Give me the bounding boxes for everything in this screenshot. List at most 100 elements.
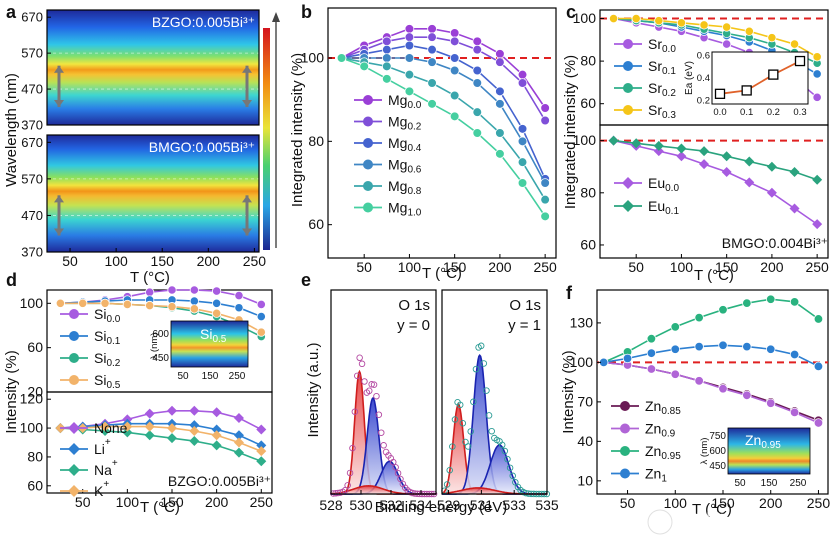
f-legend-2-name: Zn	[645, 443, 661, 459]
heatmap-frame	[46, 9, 260, 126]
d-si-3-point	[189, 304, 199, 314]
b-series-4-point	[404, 69, 415, 80]
b-series-4-point	[449, 90, 460, 101]
c-x-ticklabel: 100	[670, 259, 694, 275]
d-legend-si-3-name: Si	[94, 372, 106, 388]
d-si-1-point	[189, 296, 199, 306]
f-x-ticklabel: 250	[807, 495, 831, 511]
e-ticklabel: 528	[319, 497, 343, 513]
c-eu-0-point	[812, 219, 823, 230]
band-arrow-head	[54, 228, 64, 236]
a-x-ticklabel: 200	[197, 253, 221, 269]
c-legend-sr-0-label: Sr0.0	[648, 36, 676, 55]
f-inset-ytick: 600	[709, 446, 726, 457]
c-ylabel: Integrated intensity (%)	[562, 55, 579, 209]
b-series-2-line	[341, 44, 546, 180]
b-series-0-point	[427, 24, 437, 34]
f-series-2-point	[670, 322, 680, 332]
e-data-point	[459, 420, 467, 427]
c-legend-eu-1-label: Eu0.1	[648, 198, 679, 217]
f-inset-label: Zn0.95	[745, 432, 781, 451]
a-y-ticklabel: 570	[21, 171, 43, 186]
b-series-1-point	[495, 57, 505, 67]
d-bottom-y-ticklabel: 120	[20, 391, 44, 407]
d-bottom-frame	[46, 391, 273, 494]
d-si-3-point	[145, 300, 155, 311]
d-si-0-point	[212, 286, 222, 296]
b-x-ticklabel: 100	[398, 259, 422, 275]
c-eu-0-point	[699, 159, 710, 170]
heatmap-1	[47, 10, 259, 125]
band-arrow-head	[242, 65, 252, 73]
b-series-5-point	[472, 128, 483, 138]
f-series-2-point	[694, 312, 704, 323]
f-series-1-point	[813, 418, 824, 428]
b-legend-3-sub: 0.6	[407, 165, 421, 176]
d-si-3-point	[256, 327, 266, 337]
a-y-ticklabel: 470	[21, 208, 43, 223]
b-series-3-point	[382, 53, 392, 63]
band-arrow-head	[242, 228, 252, 236]
d-x-ticklabel: 50	[75, 494, 91, 510]
a-x-ticklabel: 100	[104, 253, 128, 269]
e-data-point	[443, 481, 451, 488]
d-inset-ytick: 600	[152, 329, 169, 340]
d-legend-ion-0-swatch	[68, 422, 80, 434]
c-sr-0-point	[722, 39, 732, 49]
b-series-4-point	[472, 107, 483, 117]
b-legend-0-sub: 0.0	[407, 100, 421, 111]
f-series-3-point	[694, 341, 704, 352]
e-ylabel: Intensity (a.u.)	[305, 342, 322, 437]
d-si-0-point	[234, 290, 244, 301]
d-legend-ion-1-name: Li	[94, 441, 105, 457]
d-inset-xtick: 50	[177, 371, 189, 382]
f-frame	[596, 289, 829, 495]
d-inset-xtick: 150	[202, 371, 219, 382]
b-series-3-point	[540, 178, 550, 188]
e-peak-fill	[442, 445, 547, 494]
b-legend-3-label: Mg0.6	[388, 157, 422, 176]
f-series-1-point	[646, 364, 657, 374]
d-legend-si-1-sub: 0.1	[106, 336, 120, 347]
c-legend-eu-1-sub: 0.1	[665, 206, 679, 217]
d-si-3-point	[78, 298, 88, 308]
b-legend-2-name: Mg	[388, 135, 407, 151]
c-legend-sr-2-swatch	[623, 83, 633, 93]
b-series-2-point	[427, 44, 437, 55]
panel-label: c	[566, 2, 576, 22]
c-eu-0-point	[789, 203, 800, 214]
b-series-3-point	[427, 57, 437, 67]
c-bottom-y-ticklabel: 80	[580, 184, 596, 200]
b-series-0-point	[449, 28, 460, 38]
d-si-3-point	[122, 299, 132, 310]
f-inset-heatmap	[728, 428, 810, 474]
f-series-3-point	[789, 349, 800, 360]
d-ion-3-point	[211, 430, 222, 441]
c-inset-ytick: 0.4	[697, 73, 710, 84]
d-x-ticklabel: 250	[250, 494, 274, 510]
f-series-3-line	[603, 344, 819, 368]
f-inset-name: Zn	[745, 432, 761, 448]
b-series-0-point	[517, 69, 528, 80]
e-data-point	[501, 447, 509, 455]
f-xlabel: T (°C)	[692, 501, 732, 518]
panel-label: a	[6, 2, 17, 22]
b-series-3-line	[341, 57, 546, 184]
c-eu-1-point	[766, 161, 777, 172]
d-legend-si-1-name: Si	[94, 328, 106, 344]
c-sr-1-point	[812, 69, 822, 79]
b-series-2-point	[449, 53, 460, 63]
c-sr-3-point	[722, 22, 732, 32]
e-data-point	[409, 489, 416, 497]
f-series-1-point	[766, 398, 776, 408]
c-bottom-frame	[599, 124, 829, 259]
e-peak-fill	[331, 461, 436, 494]
b-legend-1-label: Mg0.2	[388, 114, 422, 133]
b-series-0-point	[472, 36, 483, 47]
d-ion-0-point	[189, 405, 200, 416]
b-legend-5-label: Mg1.0	[388, 200, 422, 219]
c-legend-sr-3-swatch	[623, 105, 633, 115]
b-series-1-point	[449, 36, 460, 47]
d-ion-2-point	[167, 433, 177, 444]
d-bottom-y-ticklabel: 80	[27, 448, 43, 464]
